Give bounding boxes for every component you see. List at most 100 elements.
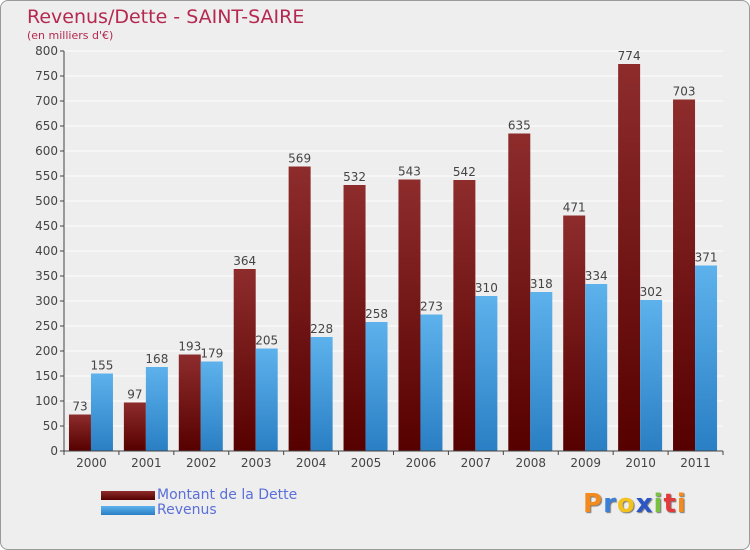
debt-bar-2008 [508, 133, 531, 451]
debt-value-label-2006: 543 [398, 165, 421, 179]
x-tick-label-2009: 2009 [570, 456, 601, 470]
logo-letter: r [603, 489, 617, 519]
x-axis-ticks: 2000 2001 2002 2003 2004 2005 2006 2007 2008 2009… [63, 451, 724, 470]
debt-bar-2006 [398, 179, 421, 451]
legend-label-debt: Montant de la Dette [157, 487, 298, 503]
revenus-bar-2002 [200, 361, 223, 451]
debt-value-label-2000: 73 [72, 400, 87, 414]
debt-value-label-2001: 97 [127, 388, 142, 402]
debt-bar-2007 [453, 180, 476, 451]
revenus-bar-2010 [640, 300, 663, 451]
x-tick-label-2001: 2001 [131, 456, 162, 470]
revenus-bar-2001 [145, 367, 168, 451]
proxiti-logo: Proxiti [583, 489, 687, 519]
logo-letter: P [583, 489, 604, 519]
revenus-bar-2006 [420, 314, 443, 451]
revenus-value-label-2003: 205 [255, 334, 278, 348]
revenus-bar-2004 [310, 337, 333, 451]
revenus-bar-2011 [695, 265, 718, 451]
grid-lines [64, 50, 723, 427]
debt-bar-2009 [563, 215, 586, 451]
y-tick-label: 250 [35, 319, 58, 333]
debt-value-label-2009: 471 [563, 201, 586, 215]
y-tick-label: 0 [50, 444, 58, 458]
debt-bar-2005 [343, 185, 366, 451]
y-tick-label: 800 [35, 44, 58, 58]
debt-value-label-2005: 532 [343, 170, 366, 184]
y-tick-label: 50 [43, 419, 58, 433]
debt-value-label-2003: 364 [233, 254, 256, 268]
y-tick-label: 450 [35, 219, 58, 233]
x-tick-label-2002: 2002 [186, 456, 217, 470]
y-tick-label: 150 [35, 369, 58, 383]
debt-bar-2011 [673, 99, 696, 451]
debt-value-label-2010: 774 [618, 49, 641, 63]
y-tick-label: 400 [35, 244, 58, 258]
legend-item-revenus: Revenus [101, 502, 217, 518]
logo-letter: o [616, 489, 636, 519]
revenus-bar-2003 [255, 348, 278, 451]
axes [63, 51, 723, 452]
revenus-value-label-2001: 168 [145, 352, 168, 366]
debt-value-label-2004: 569 [288, 152, 311, 166]
x-tick-label-2007: 2007 [461, 456, 492, 470]
debt-value-label-2002: 193 [178, 340, 201, 354]
revenus-value-label-2010: 302 [640, 285, 663, 299]
revenus-bar-2007 [475, 296, 498, 451]
y-tick-label: 650 [35, 119, 58, 133]
legend-item-debt: Montant de la Dette [101, 487, 297, 503]
debt-bar-2010 [618, 64, 641, 451]
y-tick-label: 300 [35, 294, 58, 308]
revenus-value-label-2006: 273 [420, 300, 443, 314]
chart-title: Revenus/Dette - SAINT-SAIRE [27, 6, 305, 28]
x-tick-label-2000: 2000 [76, 456, 107, 470]
y-tick-label: 350 [35, 269, 58, 283]
y-tick-label: 700 [35, 94, 58, 108]
revenus-value-label-2005: 258 [365, 307, 388, 321]
revenus-value-label-2004: 228 [310, 322, 333, 336]
debt-value-label-2007: 542 [453, 165, 476, 179]
revenus-bar-2000 [90, 373, 113, 451]
revenus-bar-2009 [585, 284, 608, 451]
debt-bar-2002 [178, 354, 201, 451]
legend-swatch-debt [101, 490, 155, 500]
legend-label-revenus: Revenus [157, 502, 217, 518]
x-tick-label-2004: 2004 [296, 456, 327, 470]
y-tick-label: 600 [35, 144, 58, 158]
x-tick-label-2005: 2005 [351, 456, 382, 470]
y-tick-label: 550 [35, 169, 58, 183]
revenus-value-label-2002: 179 [200, 347, 223, 361]
logo-letter: i [676, 489, 687, 519]
x-tick-label-2011: 2011 [680, 456, 711, 470]
y-axis-ticks: 0 50 100 150 200 250 300 350 400 450 500 550 600 650 7… [35, 44, 64, 458]
logo-letter: x [635, 489, 654, 519]
debt-bar-2000 [68, 414, 91, 451]
debt-bar-2001 [123, 402, 146, 451]
x-tick-label-2003: 2003 [241, 456, 272, 470]
revenus-value-label-2000: 155 [91, 359, 114, 373]
legend-swatch-revenus [101, 505, 155, 515]
revenus-bar-2008 [530, 292, 553, 451]
logo-letter: t [663, 489, 677, 519]
x-tick-label-2008: 2008 [516, 456, 547, 470]
y-tick-label: 500 [35, 194, 58, 208]
debt-bar-2004 [288, 166, 311, 451]
debt-value-label-2011: 703 [673, 85, 696, 99]
x-tick-label-2010: 2010 [625, 456, 656, 470]
debt-value-label-2008: 635 [508, 119, 531, 133]
bars: 73 155 97 168 193 179 364 205 569 228 532 258 543 273… [68, 49, 718, 451]
y-tick-label: 750 [35, 69, 58, 83]
revenus-bar-2005 [365, 322, 388, 451]
debt-bar-2003 [233, 269, 256, 451]
x-tick-label-2006: 2006 [406, 456, 437, 470]
y-tick-label: 100 [35, 394, 58, 408]
y-tick-label: 200 [35, 344, 58, 358]
revenus-value-label-2009: 334 [585, 269, 608, 283]
logo-letter: i [653, 489, 664, 519]
revenus-value-label-2008: 318 [530, 277, 553, 291]
revenus-value-label-2007: 310 [475, 281, 498, 295]
revenus-value-label-2011: 371 [695, 251, 718, 265]
chart-subtitle: (en milliers d'€) [27, 29, 114, 42]
